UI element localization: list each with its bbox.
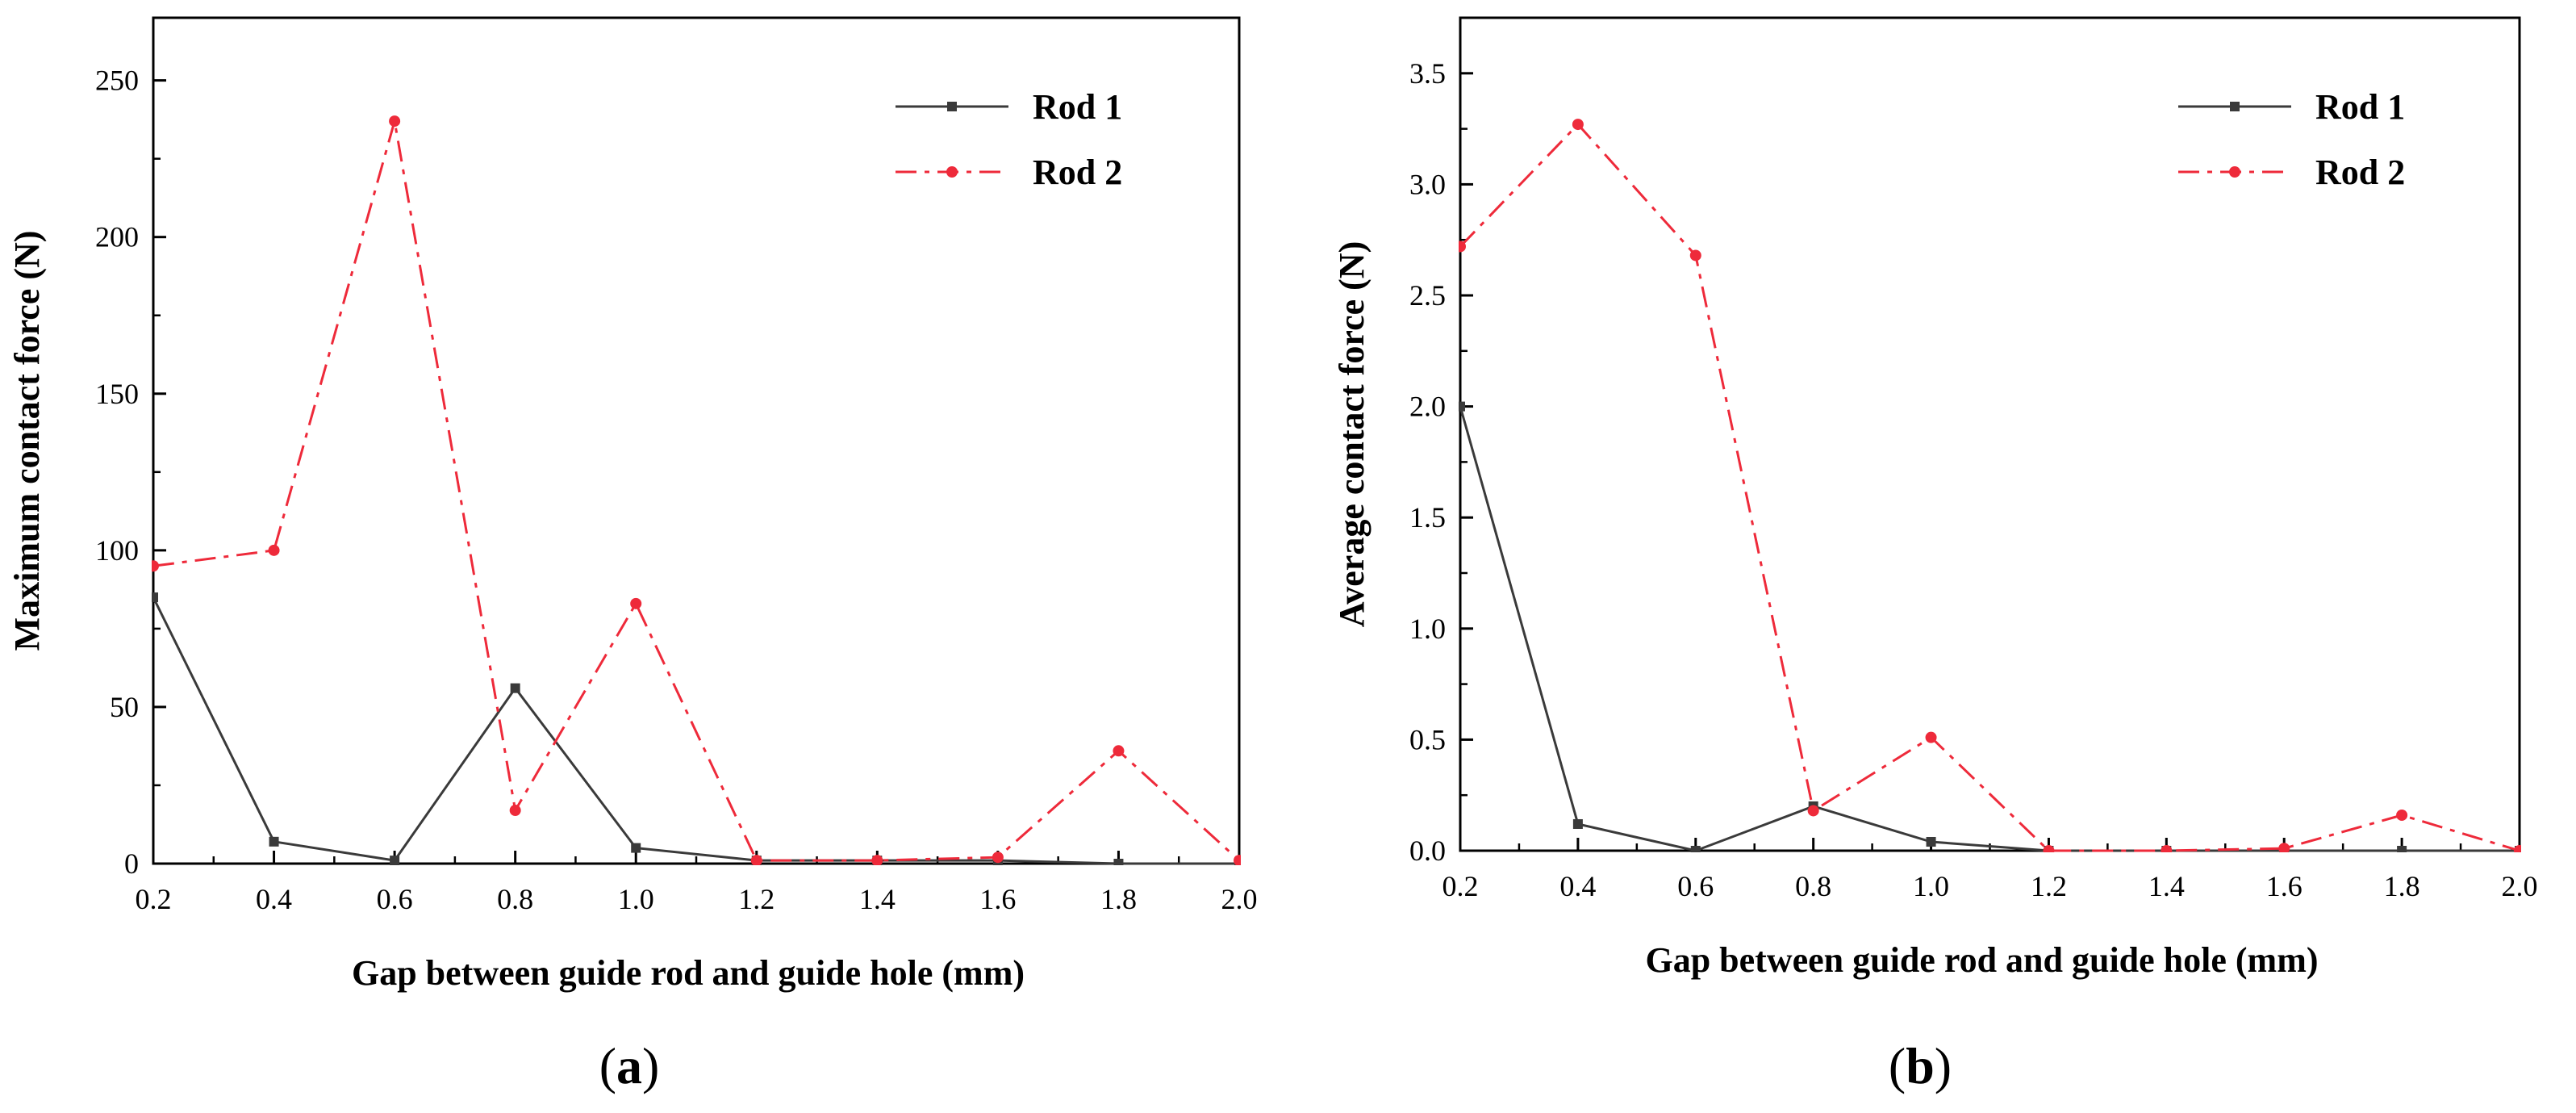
data-point-rod-1	[1113, 859, 1124, 865]
legend-marker-rod-1	[947, 102, 957, 111]
data-point-rod-1	[631, 843, 641, 853]
data-point-rod-2	[750, 855, 762, 865]
legend-label-rod-2: Rod 2	[1033, 153, 1122, 192]
x-tick-label: 0.6	[377, 883, 413, 915]
x-tick-label: 1.8	[1100, 883, 1137, 915]
data-point-rod-1	[510, 683, 520, 693]
data-point-rod-2	[871, 855, 883, 865]
x-tick-label: 1.4	[2148, 870, 2185, 902]
x-tick-label: 0.2	[1442, 870, 1479, 902]
data-point-rod-2	[2043, 845, 2055, 852]
x-axis-title: Gap between guide rod and guide hole (mm…	[1645, 940, 2318, 980]
data-point-rod-1	[1459, 401, 1465, 412]
x-tick-label: 0.4	[256, 883, 292, 915]
legend-label-rod-1: Rod 1	[1033, 87, 1122, 127]
x-tick-label: 1.2	[738, 883, 774, 915]
chart-panel-a: 0.2 0.4 0.6 0.8 1.0 1.2 1.4 1.6 1.8 2.0 0 50 100 150 2…	[7, 16, 1258, 1094]
data-point-rod-2	[152, 560, 159, 572]
data-point-rod-2	[1572, 119, 1584, 131]
data-point-rod-1	[1572, 818, 1583, 829]
y-tick-label: 3.0	[1409, 168, 1446, 200]
y-tick-label: 0.0	[1409, 835, 1446, 867]
panel-label-letter: b	[1906, 1037, 1935, 1094]
y-tick-label: 100	[95, 534, 139, 567]
x-tick-label: 1.4	[859, 883, 896, 915]
x-tick-label: 1.8	[2384, 870, 2420, 902]
panel-label-b: (b)	[1889, 1037, 1952, 1094]
y-tick-label: 250	[95, 65, 139, 97]
data-point-rod-1	[390, 856, 400, 865]
data-point-rod-1	[269, 836, 279, 847]
legend-label-rod-2: Rod 2	[2315, 153, 2405, 192]
series-line-rod-2	[152, 120, 1241, 862]
x-tick-label: 0.2	[136, 883, 172, 915]
panel-label-letter: a	[616, 1037, 642, 1094]
y-tick-label: 1.5	[1409, 501, 1446, 533]
data-point-rod-2	[2278, 843, 2290, 852]
data-point-rod-2	[992, 851, 1004, 864]
series-line-rod-1	[1459, 406, 2520, 852]
x-tick-label: 2.0	[2502, 870, 2538, 902]
series-line-rod-2	[1459, 122, 2520, 852]
data-point-rod-2	[630, 597, 642, 609]
data-point-rod-2	[1689, 249, 1701, 262]
x-tick-label: 1.6	[2266, 870, 2303, 902]
x-tick-label: 1.2	[2031, 870, 2067, 902]
data-point-rod-2	[509, 805, 521, 817]
x-tick-label: 0.8	[497, 883, 533, 915]
data-point-rod-1	[1690, 846, 1701, 852]
series-line-rod-1	[152, 596, 1239, 865]
data-point-rod-2	[1925, 731, 1937, 743]
data-point-rod-2	[1807, 805, 1819, 817]
data-point-rod-2	[268, 544, 280, 556]
y-tick-label: 1.0	[1409, 613, 1446, 645]
x-axis-title: Gap between guide rod and guide hole (mm…	[352, 953, 1025, 993]
y-tick-label: 0.5	[1409, 723, 1446, 755]
data-point-rod-2	[2161, 845, 2173, 852]
legend-marker-rod-2	[946, 166, 958, 178]
legend-marker-rod-1	[2230, 102, 2240, 111]
x-tick-label: 1.6	[979, 883, 1016, 915]
y-tick-label: 50	[110, 691, 139, 723]
y-tick-label: 3.5	[1409, 57, 1446, 90]
x-tick-label: 1.0	[618, 883, 654, 915]
x-tick-label: 2.0	[1221, 883, 1258, 915]
panel-label-close-paren: )	[642, 1037, 659, 1094]
data-point-rod-1	[152, 592, 158, 603]
panel-label-a: (a)	[599, 1037, 660, 1094]
chart-panel-b: 0.2 0.4 0.6 0.8 1.0 1.2 1.4 1.6 1.8 2.0 0.0 0.5 1.0 1…	[1332, 16, 2538, 1094]
data-point-rod-2	[1459, 241, 1466, 253]
data-point-rod-2	[389, 115, 401, 128]
x-tick-label: 0.4	[1559, 870, 1596, 902]
x-tick-label: 0.8	[1795, 870, 1831, 902]
y-tick-label: 150	[95, 378, 139, 410]
x-tick-label: 0.6	[1677, 870, 1714, 902]
data-point-rod-2	[2396, 809, 2408, 821]
x-tick-label: 1.0	[1913, 870, 1949, 902]
y-axis-title: Average contact force (N)	[1332, 241, 1372, 627]
data-point-rod-1	[2397, 846, 2407, 852]
panel-label-open-paren: (	[1889, 1037, 1906, 1094]
y-tick-label: 200	[95, 221, 139, 253]
y-tick-label: 0	[124, 847, 139, 880]
panel-label-open-paren: (	[599, 1037, 616, 1094]
panel-label-close-paren: )	[1935, 1037, 1952, 1094]
y-tick-label: 2.5	[1409, 279, 1446, 312]
data-point-rod-2	[1113, 745, 1125, 757]
data-point-rod-2	[1234, 855, 1241, 865]
legend-label-rod-1: Rod 1	[2315, 87, 2405, 127]
y-axis-title: Maximum contact force (N)	[7, 231, 47, 651]
data-point-rod-2	[2514, 845, 2521, 852]
data-point-rod-1	[1926, 836, 1936, 847]
legend-marker-rod-2	[2229, 166, 2240, 178]
y-tick-label: 2.0	[1409, 391, 1446, 423]
